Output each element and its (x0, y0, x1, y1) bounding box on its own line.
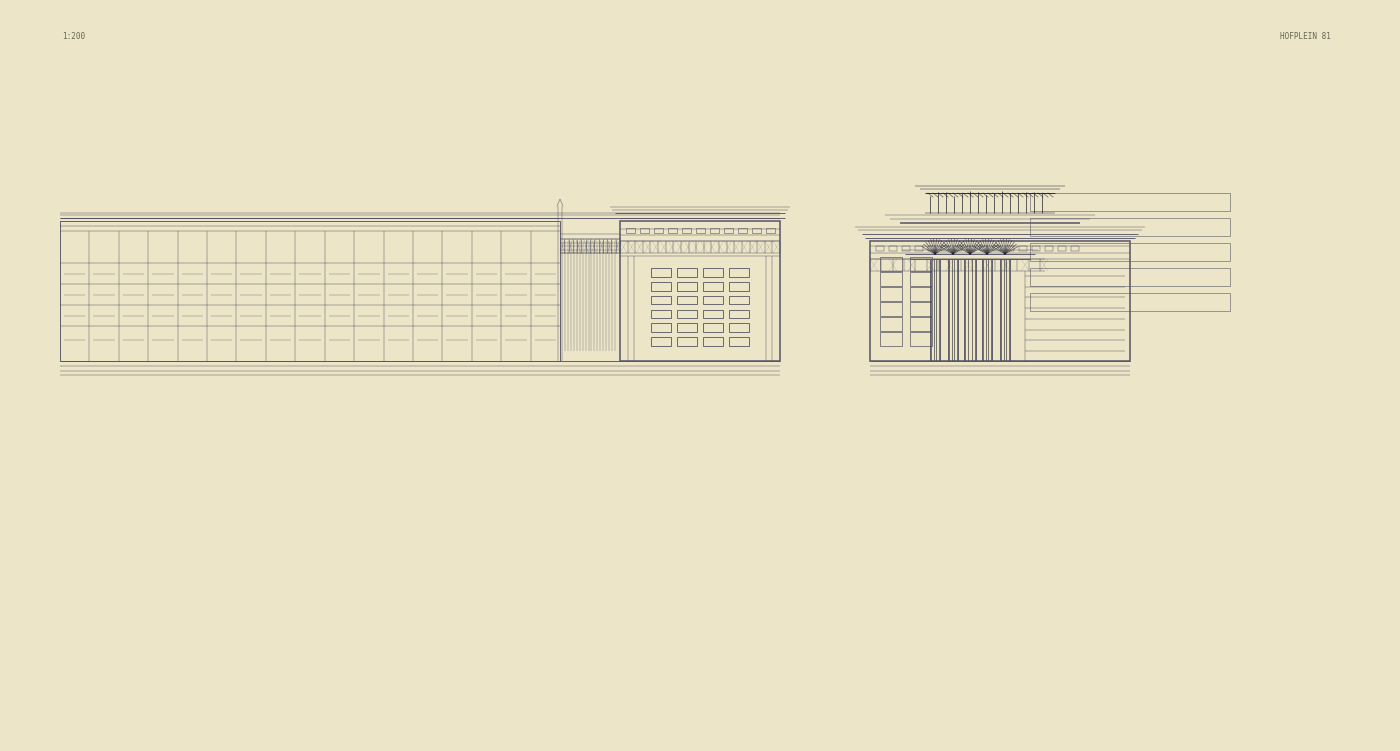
Bar (678, 282, 697, 291)
Bar (729, 282, 749, 291)
Bar (910, 257, 932, 271)
Bar (651, 296, 671, 304)
Bar (881, 302, 902, 316)
Bar (1030, 243, 1231, 261)
Bar (881, 272, 902, 286)
Bar (1032, 246, 1040, 251)
Bar (668, 228, 678, 233)
Bar (654, 228, 664, 233)
Bar (651, 282, 671, 291)
Bar (724, 228, 734, 233)
Text: 1:200: 1:200 (62, 32, 85, 41)
Bar (1071, 246, 1079, 251)
Bar (678, 309, 697, 318)
Bar (1007, 246, 1014, 251)
Bar (902, 246, 910, 251)
Bar (696, 228, 706, 233)
Bar (651, 337, 671, 346)
Bar (651, 268, 671, 277)
Bar (620, 221, 780, 361)
Bar (910, 272, 932, 286)
Bar (876, 246, 883, 251)
Bar (1030, 268, 1231, 286)
Bar (910, 332, 932, 346)
Bar (1030, 193, 1231, 211)
Bar (889, 246, 897, 251)
Bar (703, 282, 722, 291)
Bar (967, 246, 974, 251)
Bar (703, 268, 722, 277)
Bar (1044, 246, 1053, 251)
Bar (651, 324, 671, 332)
Bar (1019, 246, 1028, 251)
Bar (910, 302, 932, 316)
Bar (980, 246, 988, 251)
Bar (881, 317, 902, 331)
Bar (941, 246, 949, 251)
Bar (738, 228, 748, 233)
Bar (678, 268, 697, 277)
Bar (729, 324, 749, 332)
Bar (626, 228, 636, 233)
Bar (928, 246, 937, 251)
Bar (729, 337, 749, 346)
Bar (1030, 218, 1231, 236)
Bar (953, 246, 962, 251)
Bar (678, 337, 697, 346)
Bar (729, 268, 749, 277)
Bar (869, 241, 1130, 361)
Bar (766, 228, 776, 233)
Bar (703, 296, 722, 304)
Bar (678, 324, 697, 332)
Bar (1058, 246, 1065, 251)
Bar (881, 287, 902, 301)
Bar (910, 317, 932, 331)
Bar (752, 228, 762, 233)
Bar (881, 257, 902, 271)
Bar (60, 221, 560, 361)
Text: HOFPLEIN 81: HOFPLEIN 81 (1280, 32, 1331, 41)
Bar (1030, 293, 1231, 311)
Bar (703, 309, 722, 318)
Bar (703, 337, 722, 346)
Bar (682, 228, 692, 233)
Bar (640, 228, 650, 233)
Bar (729, 309, 749, 318)
Bar (703, 324, 722, 332)
Bar (710, 228, 720, 233)
Bar (881, 332, 902, 346)
Bar (651, 309, 671, 318)
Bar (678, 296, 697, 304)
Bar (993, 246, 1001, 251)
Bar (910, 287, 932, 301)
Bar (916, 246, 923, 251)
Bar (729, 296, 749, 304)
